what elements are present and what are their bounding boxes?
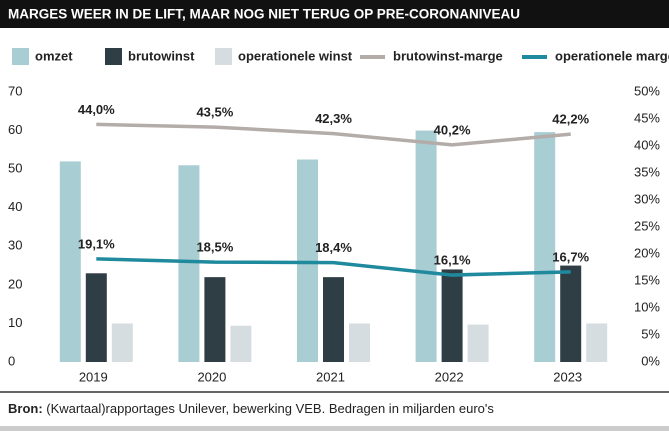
line [96, 257, 571, 277]
y2-tick-label: 20% [634, 245, 660, 260]
bar [467, 324, 489, 362]
y-tick-label: 40 [8, 199, 22, 214]
bar [415, 130, 437, 362]
chart-title: MARGES WEER IN DE LIFT, MAAR NOG NIET TE… [8, 7, 520, 22]
y2-tick-label: 5% [641, 326, 660, 341]
value-label: 16,7% [552, 249, 589, 264]
bottom-bar [0, 426, 669, 431]
x-tick-label: 2021 [316, 369, 345, 384]
legend-label: omzet [35, 48, 73, 63]
value-label: 19,1% [78, 236, 115, 251]
source: Bron: (Kwartaal)rapportages Unilever, be… [8, 401, 494, 416]
legend-label: operationele winst [238, 48, 353, 63]
bar [349, 323, 370, 362]
line [96, 122, 571, 147]
y-tick-label: 0 [8, 353, 15, 368]
value-label: 18,5% [196, 240, 233, 255]
bar [85, 273, 107, 362]
y-tick-label: 30 [8, 238, 22, 253]
legend-swatch [12, 48, 29, 65]
bar [323, 277, 344, 362]
value-label: 40,2% [434, 122, 471, 137]
bar [560, 265, 582, 362]
legend-swatch [105, 48, 122, 65]
legend-swatch [215, 48, 232, 65]
y-tick-label: 10 [8, 315, 22, 330]
y-tick-label: 50 [8, 161, 22, 176]
legend-label: brutowinst [128, 48, 195, 63]
value-label: 43,5% [196, 105, 233, 120]
y2-tick-label: 45% [634, 110, 660, 125]
y-tick-label: 70 [8, 83, 22, 98]
x-tick-label: 2019 [79, 369, 108, 384]
source-text: (Kwartaal)rapportages Unilever, bewerkin… [46, 401, 494, 416]
legend-label: operationele marge [555, 48, 669, 63]
legend-label: brutowinst-marge [393, 48, 503, 63]
y-tick-label: 60 [8, 122, 22, 137]
y-tick-label: 20 [8, 276, 22, 291]
y2-tick-label: 40% [634, 137, 660, 152]
value-label: 44,0% [78, 102, 115, 117]
y2-tick-label: 10% [634, 299, 660, 314]
x-tick-label: 2022 [435, 369, 464, 384]
source-label: Bron: [8, 401, 43, 416]
y2-tick-label: 35% [634, 164, 660, 179]
value-label: 42,2% [552, 112, 589, 127]
x-tick-label: 2023 [553, 369, 582, 384]
y2-tick-label: 50% [634, 83, 660, 98]
y2-tick-label: 15% [634, 272, 660, 287]
y2-tick-label: 0% [641, 353, 660, 368]
bar [441, 269, 463, 362]
bar [230, 325, 252, 362]
bar [178, 165, 200, 362]
y2-tick-label: 25% [634, 218, 660, 233]
bar [111, 323, 133, 362]
bar [59, 161, 81, 362]
bar [204, 277, 226, 362]
title-bar [0, 0, 669, 28]
bar [297, 159, 318, 362]
value-label: 18,4% [315, 240, 352, 255]
x-tick-label: 2020 [197, 369, 226, 384]
bar [586, 323, 608, 362]
value-label: 42,3% [315, 111, 352, 126]
value-label: 16,1% [434, 252, 471, 267]
y2-tick-label: 30% [634, 191, 660, 206]
bar [534, 132, 556, 362]
